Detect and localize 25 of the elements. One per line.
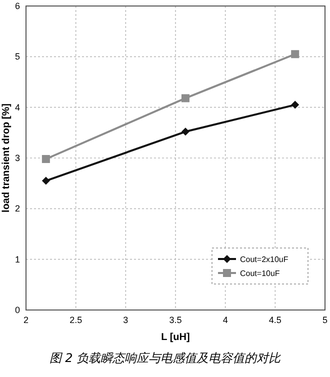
caption: 图 2 负载瞬态响应与电感值及电容值的对比 [49,351,282,365]
x-tick-label: 4 [222,315,228,325]
legend-label: Cout=10uF [240,269,280,278]
y-tick-label: 0 [14,305,20,315]
x-tick-label: 3.5 [169,315,182,325]
y-tick-label: 3 [14,153,20,163]
y-tick-label: 6 [14,1,20,11]
y-tick-label: 2 [14,204,20,214]
y-tick-label: 4 [14,102,20,112]
point [291,50,300,58]
y-tick-label: 5 [14,52,20,62]
x-tick-label: 5 [322,315,328,325]
point [291,100,300,109]
x-tick-label: 3 [123,315,128,325]
point [42,155,50,164]
y-axis-title: load transient drop [%] [1,104,12,212]
point [42,176,50,185]
legend-label: Cout=2x10uF [240,255,288,264]
point [181,94,190,102]
x-axis-title: L [uH] [161,332,190,343]
x-tick-label: 4.5 [268,315,282,325]
x-tick-label: 2 [23,315,29,325]
y-tick-label: 1 [14,254,20,264]
point [181,128,190,136]
x-tick-label: 2.5 [70,315,82,325]
